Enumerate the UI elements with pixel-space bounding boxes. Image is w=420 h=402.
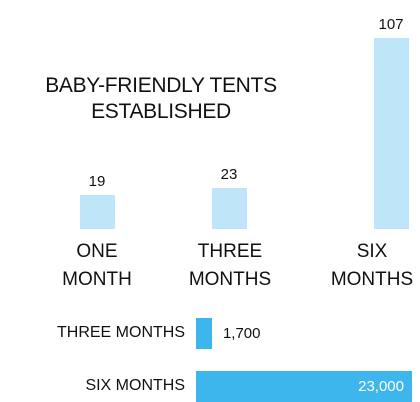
category-label: THREE MONTHS [188,241,272,290]
bar [196,318,212,349]
bar [196,371,412,402]
bar [373,38,409,229]
category-label: SIX MONTHS [85,377,185,394]
value-label: 1,700 [222,325,261,342]
category-label: ONE MONTH [62,241,132,290]
value-label: 23,000 [358,378,404,395]
bar [211,187,247,229]
chart-title: BABY-FRIENDLY TENTS ESTABLISHED [45,74,277,123]
category-label: THREE MONTHS [57,324,185,341]
value-label: 19 [88,173,106,191]
value-label: 23 [220,165,238,183]
value-label: 107 [378,16,404,33]
category-label: SIX MONTHS [330,241,414,290]
bar [79,195,115,229]
